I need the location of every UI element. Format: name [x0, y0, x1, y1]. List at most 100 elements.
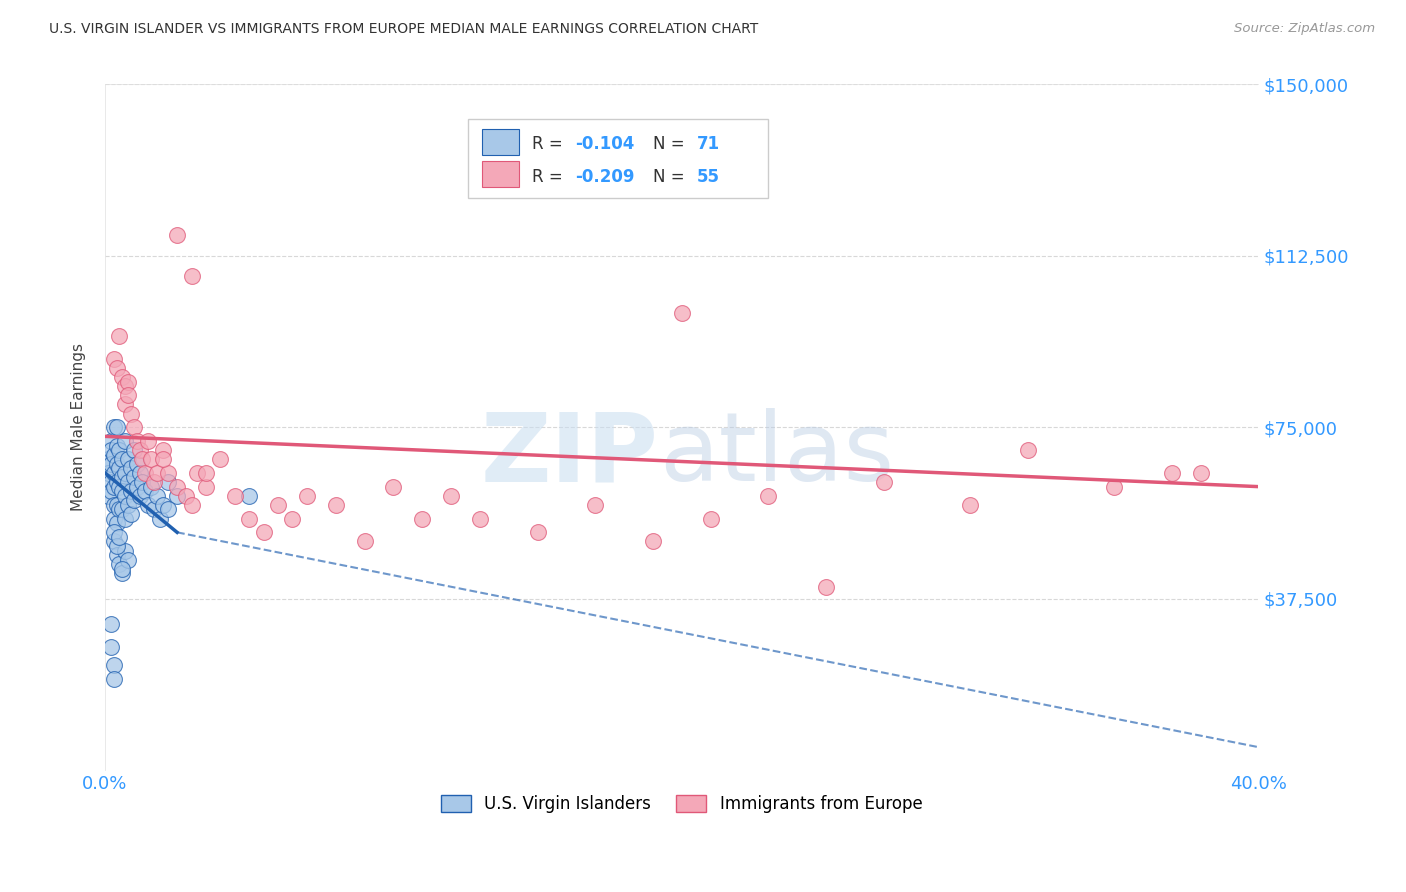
Point	[120, 407, 142, 421]
Point	[122, 470, 145, 484]
Point	[100, 475, 122, 489]
Point	[526, 525, 548, 540]
Point	[108, 443, 131, 458]
Point	[114, 543, 136, 558]
Point	[157, 466, 180, 480]
Point	[103, 420, 125, 434]
Point	[139, 452, 162, 467]
Point	[103, 466, 125, 480]
Point	[872, 475, 894, 489]
Point	[295, 489, 318, 503]
Point	[152, 452, 174, 467]
Point	[108, 480, 131, 494]
Point	[671, 306, 693, 320]
Point	[143, 475, 166, 489]
Point	[103, 498, 125, 512]
Point	[325, 498, 347, 512]
Point	[238, 489, 260, 503]
Point	[111, 452, 134, 467]
Point	[108, 328, 131, 343]
Point	[166, 489, 188, 503]
Point	[209, 452, 232, 467]
Point	[180, 269, 202, 284]
Point	[105, 498, 128, 512]
Point	[100, 616, 122, 631]
Point	[134, 466, 156, 480]
Point	[111, 502, 134, 516]
FancyBboxPatch shape	[482, 129, 519, 155]
Point	[756, 489, 779, 503]
Point	[166, 480, 188, 494]
Point	[120, 484, 142, 499]
Point	[103, 672, 125, 686]
Text: N =: N =	[652, 168, 690, 186]
Point	[583, 498, 606, 512]
Point	[105, 539, 128, 553]
Point	[108, 530, 131, 544]
Point	[353, 534, 375, 549]
Point	[139, 480, 162, 494]
Point	[166, 228, 188, 243]
Text: N =: N =	[652, 135, 690, 153]
Point	[128, 489, 150, 503]
Point	[131, 452, 153, 467]
Point	[128, 443, 150, 458]
Point	[699, 511, 721, 525]
Point	[128, 466, 150, 480]
Point	[125, 457, 148, 471]
Point	[108, 558, 131, 572]
Point	[103, 511, 125, 525]
Point	[194, 480, 217, 494]
Point	[382, 480, 405, 494]
Point	[641, 534, 664, 549]
Point	[120, 507, 142, 521]
Point	[267, 498, 290, 512]
Text: -0.209: -0.209	[575, 168, 636, 186]
Point	[117, 375, 139, 389]
Point	[1161, 466, 1184, 480]
Text: 55: 55	[697, 168, 720, 186]
Point	[180, 498, 202, 512]
Point	[1189, 466, 1212, 480]
Point	[814, 580, 837, 594]
Point	[103, 480, 125, 494]
Point	[117, 475, 139, 489]
Point	[143, 502, 166, 516]
Point	[152, 498, 174, 512]
Point	[117, 452, 139, 467]
Point	[97, 452, 120, 467]
Point	[146, 489, 169, 503]
Y-axis label: Median Male Earnings: Median Male Earnings	[72, 343, 86, 511]
Text: -0.104: -0.104	[575, 135, 636, 153]
Point	[97, 489, 120, 503]
Point	[111, 470, 134, 484]
Point	[105, 438, 128, 452]
Point	[136, 434, 159, 448]
Point	[117, 498, 139, 512]
Point	[114, 511, 136, 525]
Legend: U.S. Virgin Islanders, Immigrants from Europe: U.S. Virgin Islanders, Immigrants from E…	[432, 785, 932, 823]
Text: 71: 71	[697, 135, 720, 153]
Point	[103, 534, 125, 549]
Point	[108, 502, 131, 516]
Point	[105, 548, 128, 562]
Point	[114, 466, 136, 480]
Point	[103, 448, 125, 462]
Point	[111, 370, 134, 384]
Point	[224, 489, 246, 503]
Point	[238, 511, 260, 525]
Text: U.S. VIRGIN ISLANDER VS IMMIGRANTS FROM EUROPE MEDIAN MALE EARNINGS CORRELATION : U.S. VIRGIN ISLANDER VS IMMIGRANTS FROM …	[49, 22, 758, 37]
Point	[103, 525, 125, 540]
Point	[103, 657, 125, 672]
Point	[100, 443, 122, 458]
Point	[125, 480, 148, 494]
Point	[1017, 443, 1039, 458]
Point	[117, 388, 139, 402]
Point	[100, 457, 122, 471]
Point	[111, 566, 134, 581]
Point	[186, 466, 208, 480]
Point	[111, 562, 134, 576]
Point	[105, 420, 128, 434]
Point	[122, 493, 145, 508]
Point	[440, 489, 463, 503]
